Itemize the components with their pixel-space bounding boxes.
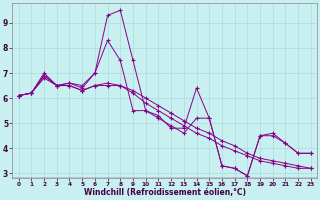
X-axis label: Windchill (Refroidissement éolien,°C): Windchill (Refroidissement éolien,°C) xyxy=(84,188,246,197)
